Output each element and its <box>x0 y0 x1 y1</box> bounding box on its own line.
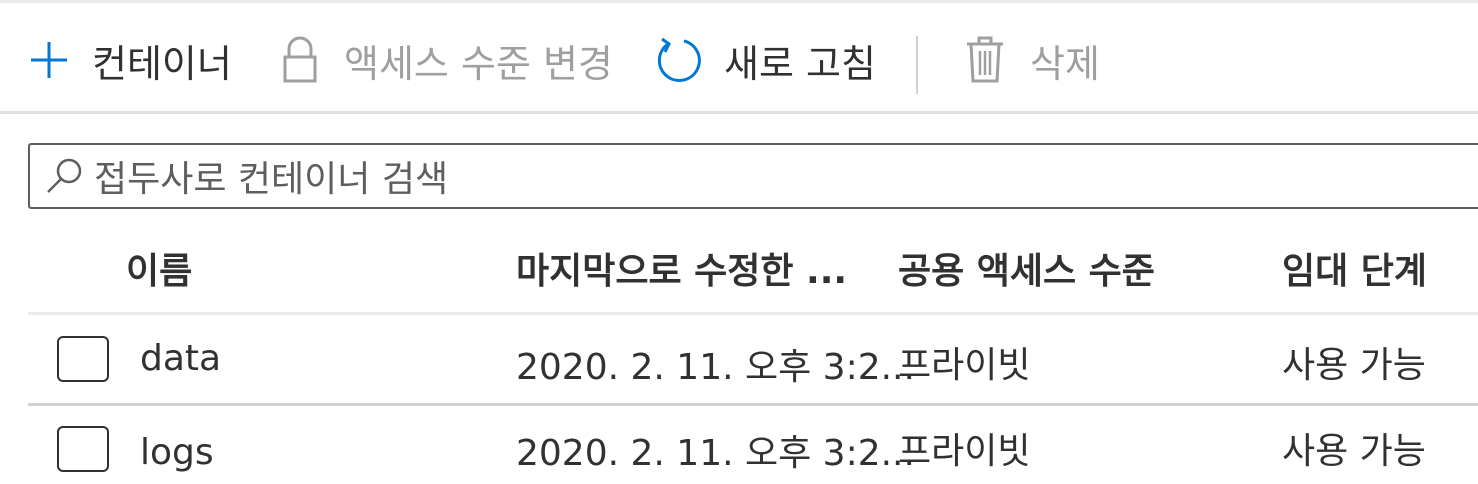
refresh-label: 새로 고침 <box>724 41 876 86</box>
table-row[interactable]: logs 2020. 2. 11. 오후 3:2... 프라이빗 사용 가능 <box>0 406 1478 484</box>
column-header-last-modified[interactable]: 마지막으로 수정한 ... <box>516 251 848 292</box>
plus-icon <box>26 37 72 83</box>
add-container-button[interactable]: 컨테이너 <box>26 30 232 90</box>
header-separator <box>28 312 1478 315</box>
refresh-button[interactable]: 새로 고침 <box>654 30 876 90</box>
container-search-input[interactable]: 접두사로 컨테이너 검색 <box>28 143 1478 209</box>
row-checkbox[interactable] <box>57 426 109 472</box>
row-checkbox[interactable] <box>57 336 109 382</box>
public-access-level: 프라이빗 <box>898 431 1031 472</box>
toolbar-separator <box>0 111 1478 114</box>
trash-icon <box>964 35 1006 85</box>
container-name[interactable]: logs <box>140 432 214 473</box>
column-header-name[interactable]: 이름 <box>126 251 193 292</box>
container-name[interactable]: data <box>140 338 222 379</box>
change-access-level-button[interactable]: 액세스 수준 변경 <box>280 30 613 90</box>
table-header: 이름 마지막으로 수정한 ... 공용 액세스 수준 임대 단계 <box>0 230 1478 300</box>
lease-state: 사용 가능 <box>1282 431 1426 472</box>
lease-state: 사용 가능 <box>1282 345 1426 386</box>
add-container-label: 컨테이너 <box>92 41 232 86</box>
last-modified: 2020. 2. 11. 오후 3:2... <box>516 347 915 388</box>
column-header-lease-state[interactable]: 임대 단계 <box>1282 251 1428 292</box>
search-placeholder: 접두사로 컨테이너 검색 <box>94 159 449 200</box>
public-access-level: 프라이빗 <box>898 345 1031 386</box>
row-separator <box>28 403 1478 406</box>
toolbar-divider <box>916 36 918 94</box>
last-modified: 2020. 2. 11. 오후 3:2... <box>516 433 915 474</box>
command-bar: 컨테이너 액세스 수준 변경 새로 고침 <box>0 10 1478 110</box>
column-header-public-access[interactable]: 공용 액세스 수준 <box>898 251 1155 292</box>
delete-button[interactable]: 삭제 <box>964 30 1100 90</box>
search-icon <box>40 156 88 196</box>
lock-icon <box>280 34 320 86</box>
top-border <box>0 0 1478 3</box>
refresh-icon <box>654 35 702 85</box>
table-row[interactable]: data 2020. 2. 11. 오후 3:2... 프라이빗 사용 가능 <box>0 316 1478 404</box>
change-access-level-label: 액세스 수준 변경 <box>344 41 613 86</box>
delete-label: 삭제 <box>1030 41 1100 86</box>
